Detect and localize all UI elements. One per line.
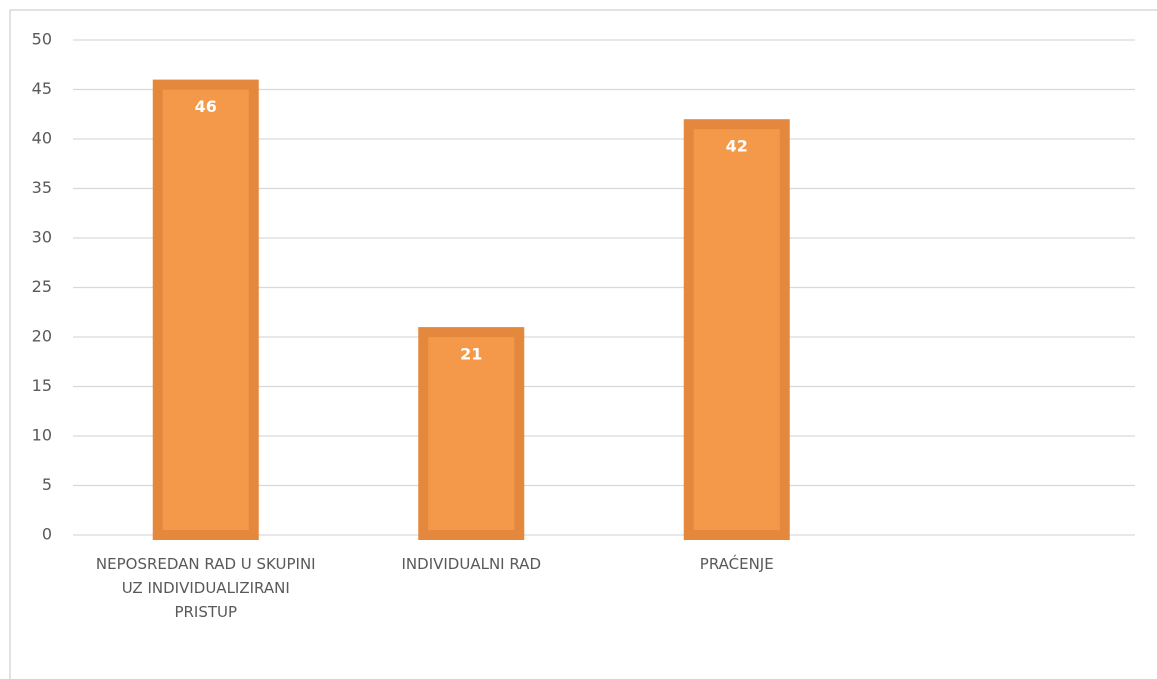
- x-label-box: PRAĆENJE: [699, 555, 774, 573]
- bar: [683, 119, 790, 540]
- bar: [152, 79, 259, 540]
- y-tick-label: 50: [32, 30, 52, 49]
- x-label-box: NEPOSREDAN RAD U SKUPINI UZ INDIVIDUALIZ…: [95, 555, 316, 621]
- y-tick-label: 5: [42, 475, 52, 494]
- chart-frame: [9, 9, 1157, 679]
- x-label-box: INDIVIDUALNI RAD: [401, 555, 542, 573]
- x-tick-label: PRAĆENJE: [699, 555, 774, 573]
- data-label: 21: [460, 345, 482, 364]
- data-label: 42: [726, 137, 748, 156]
- y-tick-label: 30: [32, 228, 52, 247]
- y-tick-label: 0: [42, 525, 52, 544]
- x-tick-label: NEPOSREDAN RAD U SKUPINI UZ INDIVIDUALIZ…: [95, 555, 316, 621]
- y-tick-label: 15: [32, 376, 52, 395]
- bar: [418, 327, 525, 540]
- y-tick-label: 45: [32, 79, 52, 98]
- y-tick-label: 40: [32, 129, 52, 148]
- data-label: 46: [195, 97, 217, 116]
- x-tick-label: INDIVIDUALNI RAD: [401, 555, 542, 573]
- y-tick-label: 35: [32, 178, 52, 197]
- y-tick-label: 10: [32, 426, 52, 445]
- y-tick-label: 25: [32, 277, 52, 296]
- y-tick-label: 20: [32, 327, 52, 346]
